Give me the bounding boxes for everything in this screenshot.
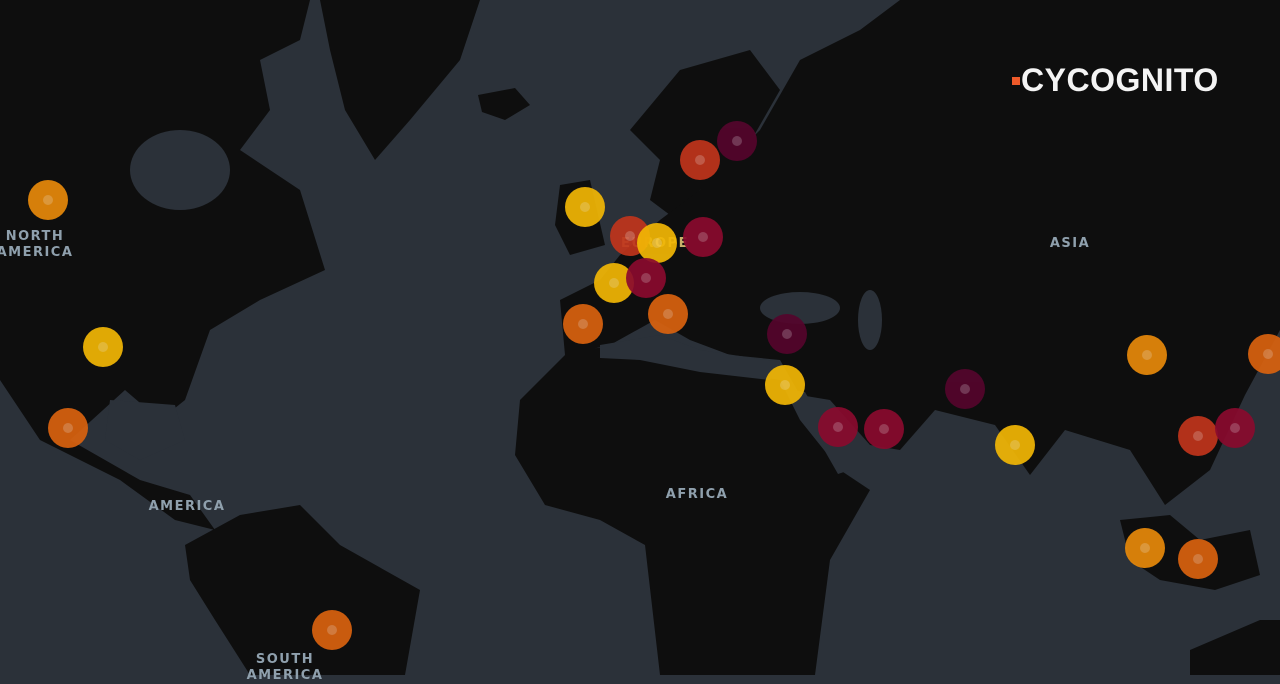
map-marker-yellow[interactable]	[637, 223, 677, 263]
label-north-america: NORTH AMERICA	[0, 229, 73, 261]
eurasia	[560, 0, 1280, 505]
greenland	[320, 0, 480, 160]
africa	[515, 345, 870, 675]
map-marker-yellow[interactable]	[83, 327, 123, 367]
cycognito-logo: CYCOGNITO	[1012, 62, 1219, 99]
iceland	[478, 88, 530, 120]
map-marker-orange[interactable]	[1248, 334, 1280, 374]
label-asia: ASIA	[1049, 236, 1091, 251]
label-america: AMERICA	[148, 499, 226, 514]
map-marker-crimson[interactable]	[1215, 408, 1255, 448]
australia	[1190, 620, 1280, 675]
map-marker-orange[interactable]	[1178, 539, 1218, 579]
logo-accent-square	[1012, 76, 1020, 85]
hudson-bay	[130, 130, 230, 210]
south-america	[185, 505, 420, 675]
map-marker-crimson[interactable]	[864, 409, 904, 449]
map-marker-yellow[interactable]	[765, 365, 805, 405]
map-marker-amber[interactable]	[1127, 335, 1167, 375]
map-marker-red[interactable]	[680, 140, 720, 180]
map-marker-crimson[interactable]	[683, 217, 723, 257]
map-marker-purple[interactable]	[945, 369, 985, 409]
scandinavia	[630, 50, 780, 215]
north-america	[0, 0, 325, 530]
map-marker-orange[interactable]	[48, 408, 88, 448]
map-marker-amber[interactable]	[28, 180, 68, 220]
caspian-sea	[858, 290, 882, 350]
label-text: NORTH AMERICA	[0, 229, 74, 260]
map-marker-yellow[interactable]	[995, 425, 1035, 465]
map-marker-yellow[interactable]	[565, 187, 605, 227]
logo-text: CYCOGNITO	[1021, 62, 1219, 98]
mediterranean	[600, 335, 780, 380]
label-africa: AFRICA	[665, 487, 729, 502]
label-south-america: SOUTH AMERICA	[246, 652, 324, 683]
map-marker-red[interactable]	[1178, 416, 1218, 456]
map-marker-orange[interactable]	[563, 304, 603, 344]
map-marker-purple[interactable]	[767, 314, 807, 354]
map-marker-amber[interactable]	[1125, 528, 1165, 568]
gulf-of-mexico	[105, 400, 185, 460]
map-marker-crimson[interactable]	[626, 258, 666, 298]
map-marker-orange[interactable]	[312, 610, 352, 650]
map-marker-purple[interactable]	[717, 121, 757, 161]
map-marker-orange[interactable]	[648, 294, 688, 334]
map-marker-crimson[interactable]	[818, 407, 858, 447]
